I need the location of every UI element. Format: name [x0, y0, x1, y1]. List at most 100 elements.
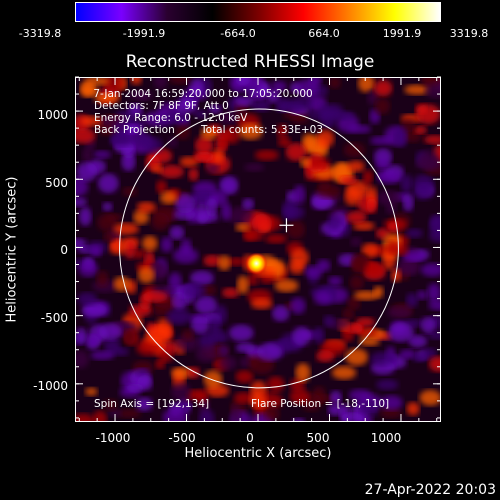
image-texture-blob [134, 249, 146, 259]
info-time-range: 7-Jan-2004 16:59:20.000 to 17:05:20.000 [90, 88, 313, 100]
info-total-counts: Total counts: 5.33E+03 [201, 124, 324, 136]
image-texture-blob [416, 157, 440, 171]
image-texture-blob [251, 213, 273, 234]
info-flare-position: Flare Position = [-18,-110] [251, 398, 390, 410]
image-texture-blob [347, 160, 365, 173]
image-texture-blob [182, 328, 194, 342]
image-texture-blob [359, 401, 379, 417]
image-texture-blob [429, 214, 440, 231]
image-texture-blob [375, 159, 391, 170]
image-texture-blob [413, 183, 433, 200]
image-texture-blob [182, 282, 206, 299]
image-texture-blob [413, 126, 428, 135]
image-texture-blob [217, 255, 231, 271]
image-texture-blob [402, 192, 414, 212]
image-texture-blob [166, 308, 191, 325]
image-texture-blob [401, 118, 416, 133]
image-texture-blob [101, 116, 116, 125]
y-tick-label: 1000 [37, 108, 68, 122]
image-texture-blob [235, 78, 251, 86]
image-texture-blob [133, 210, 149, 225]
x-tick-label: 1000 [370, 431, 402, 445]
image-texture-blob [233, 392, 254, 404]
plot-title: Reconstructed RHESSI Image [125, 52, 375, 72]
image-texture-blob [169, 225, 185, 240]
image-texture-blob [312, 326, 325, 344]
image-texture-blob [367, 89, 380, 106]
image-texture-blob [353, 290, 379, 301]
image-texture-blob [206, 197, 218, 218]
image-texture-blob [340, 413, 364, 421]
image-texture-blob [76, 238, 87, 249]
image-texture-blob [113, 276, 130, 292]
image-texture-blob [206, 163, 220, 173]
image-texture-blob [316, 350, 335, 362]
image-texture-blob [364, 262, 385, 277]
image-texture-blob [244, 163, 265, 172]
image-texture-blob [92, 410, 108, 421]
image-texture-blob [388, 322, 415, 342]
image-texture-blob [293, 185, 306, 205]
image-texture-blob [350, 237, 362, 247]
image-texture-blob [370, 136, 393, 145]
rhessi-image-plot: 7-Jan-2004 16:59:20.000 to 17:05:20.000 … [75, 77, 441, 422]
image-texture-blob [346, 180, 370, 198]
image-texture-blob [387, 222, 398, 233]
image-texture-blob [156, 180, 167, 194]
image-texture-blob [304, 265, 323, 279]
image-texture-blob [416, 290, 427, 300]
image-texture-blob [419, 389, 440, 406]
image-texture-blob [327, 403, 344, 416]
x-tick-label: -500 [168, 431, 196, 445]
image-texture-blob [416, 104, 440, 125]
image-texture-blob [97, 213, 117, 232]
image-texture-blob [373, 79, 393, 97]
image-texture-blob [228, 324, 254, 342]
image-texture-blob [85, 78, 110, 86]
image-texture-blob [234, 96, 255, 107]
y-tick-label: -500 [40, 311, 68, 325]
image-texture-blob [220, 176, 239, 195]
image-texture-blob [386, 240, 398, 254]
image-texture-blob [313, 291, 332, 305]
x-tick-label: -1000 [95, 431, 131, 445]
image-texture-blob [76, 197, 88, 207]
image-texture-blob [142, 235, 158, 251]
image-texture-blob [400, 174, 413, 194]
image-texture-blob [250, 298, 273, 310]
image-texture-blob [405, 228, 423, 238]
solar-limb-circle [119, 108, 399, 389]
image-texture-blob [295, 363, 311, 382]
image-texture-blob [402, 251, 425, 262]
image-texture-blob [327, 214, 343, 231]
image-texture-blob [331, 366, 357, 380]
image-texture-blob [109, 239, 128, 255]
image-texture-blob [219, 356, 237, 371]
image-texture-blob [235, 342, 256, 353]
image-texture-blob [188, 167, 199, 181]
image-texture-blob [137, 266, 155, 284]
image-texture-blob [174, 193, 196, 214]
image-texture-blob [80, 84, 99, 97]
image-texture-blob [323, 315, 335, 327]
image-texture-blob [238, 123, 263, 140]
image-texture-blob [76, 327, 88, 345]
image-texture-blob [362, 169, 373, 186]
y-axis-label: Heliocentric Y (arcsec) [4, 176, 20, 323]
image-texture-blob [99, 323, 122, 340]
image-texture-blob [387, 306, 412, 319]
image-texture-blob [277, 137, 291, 147]
image-texture-blob [160, 236, 173, 253]
image-texture-blob [227, 257, 246, 266]
image-texture-blob [274, 279, 299, 293]
image-texture-blob [290, 248, 309, 267]
image-texture-blob [427, 283, 440, 303]
image-texture-blob [93, 93, 120, 104]
image-texture-blob [212, 148, 225, 164]
image-texture-blob [423, 135, 440, 144]
image-texture-blob [297, 79, 319, 99]
image-texture-blob [153, 78, 168, 90]
image-texture-blob [126, 124, 138, 134]
image-texture-blob [145, 325, 172, 345]
